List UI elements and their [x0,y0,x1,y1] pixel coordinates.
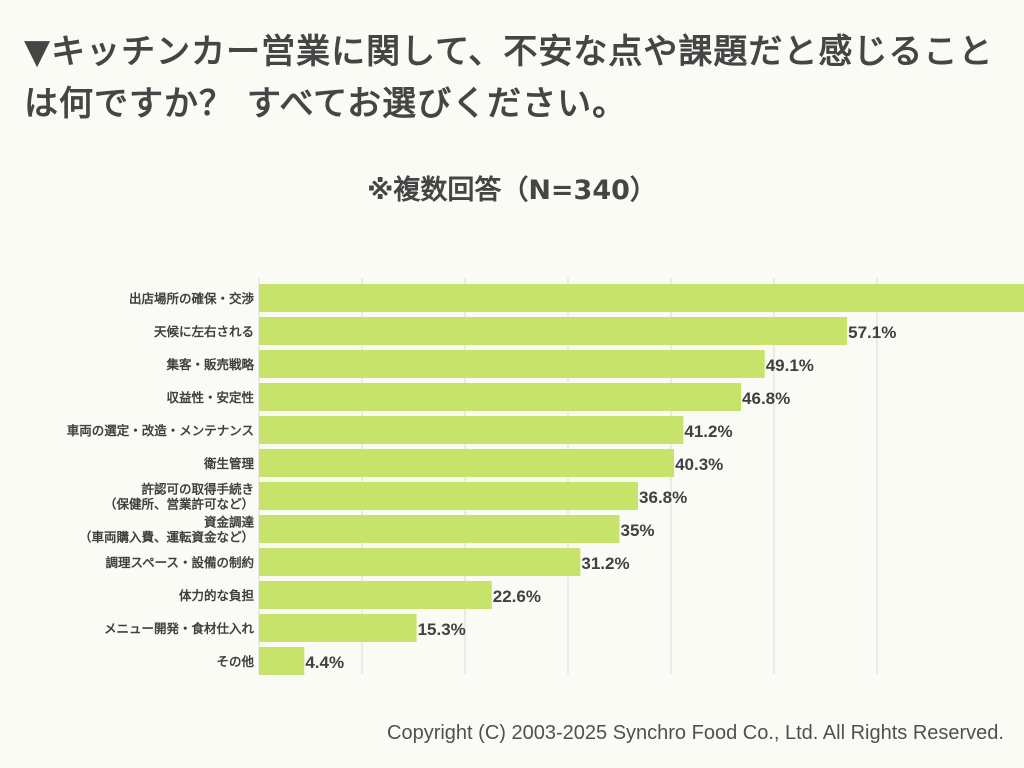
data-label: 57.1% [848,323,896,342]
category-label: 体力的な負担 [179,588,255,603]
bar [259,482,639,510]
bar [259,515,620,543]
bar [259,317,848,345]
bar [259,350,765,378]
category-label: 衛生管理 [203,456,255,471]
data-label: 22.6% [493,587,541,606]
bar [259,548,581,576]
chart-subtitle: ※複数回答（N=340） [367,175,657,206]
bar [259,647,305,675]
category-label: （車両購入費、運転資金など） [79,530,254,545]
category-label: 天候に左右される [154,324,254,339]
category-label: その他 [216,654,254,669]
data-label: 41.2% [684,422,732,441]
bar [259,614,417,642]
category-label: メニュー開発・食材仕入れ [104,621,255,636]
data-label: 31.2% [581,554,629,573]
data-label: 36.8% [639,488,687,507]
category-label: 許認可の取得手続き [141,482,254,497]
data-label: 40.3% [675,455,723,474]
category-label: 調理スペース・設備の制約 [105,555,254,570]
data-label: 15.3% [418,620,466,639]
bar [259,416,684,444]
bar [259,581,492,609]
bar [259,383,742,411]
category-label: 収益性・安定性 [166,390,254,405]
category-label: （保健所、営業許可など） [104,497,254,512]
category-label: 資金調達 [204,515,255,530]
data-label: 49.1% [766,356,814,375]
data-label: 46.8% [742,389,790,408]
bar [259,449,675,477]
data-label: 35% [621,521,655,540]
category-label: 集客・販売戦略 [165,357,254,372]
data-label: 4.4% [305,653,344,672]
category-label: 車両の選定・改造・メンテナンス [67,423,254,438]
chart-title: ▼キッチンカー営業に関して、不安な点や課題だと感じることは何ですか？ すべてお選… [24,32,994,124]
copyright-footer: Copyright (C) 2003-2025 Synchro Food Co.… [387,722,1004,744]
category-label: 出店場所の確保・交渉 [129,291,255,306]
bar [259,284,1024,312]
